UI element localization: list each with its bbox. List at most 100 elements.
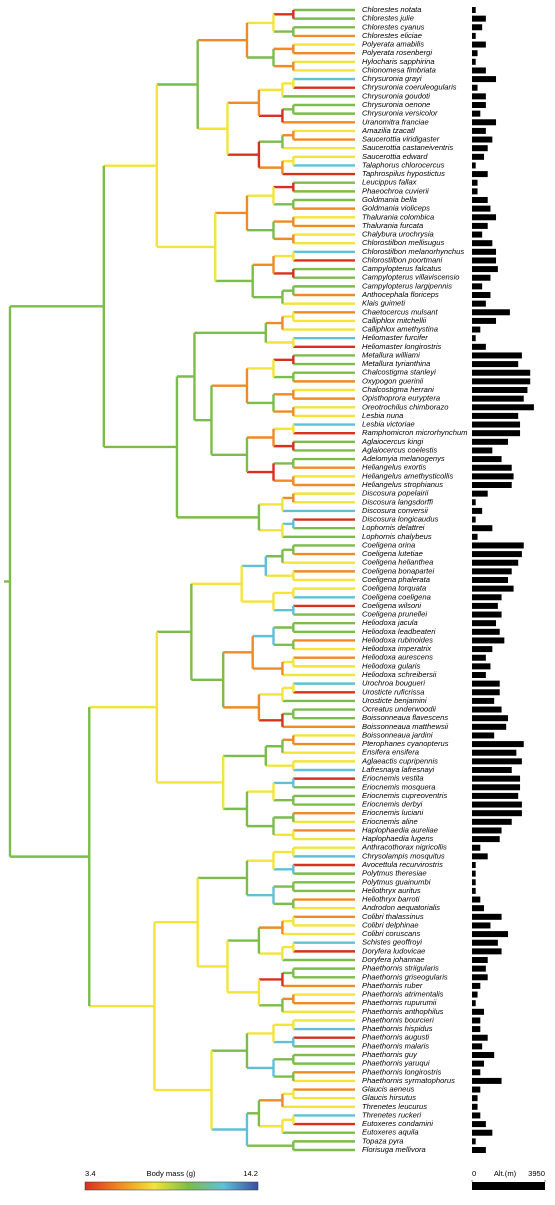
species-label: Eriocnemis cupreoventris [362,791,447,800]
species-label: Heliothryx auritus [362,886,421,895]
species-label: Boissonneaua flavescens [362,713,448,722]
altitude-bar [472,559,519,566]
species-label: Heliangelus strophianus [362,480,443,489]
altitude-bar [472,378,531,385]
altitude-bar [472,274,491,281]
altitude-bar [472,1138,476,1145]
species-label: Polyerata rosenbergi [362,48,432,57]
species-label: Heliangelus amethysticollis [362,471,453,480]
species-label: Oxypogon guerinii [362,376,424,385]
altitude-bar [472,551,522,558]
altitude-bar [472,507,483,514]
species-label: Campylopterus villaviscensio [362,273,460,282]
altitude-bar [472,749,517,756]
altitude-bar [472,162,476,169]
species-label: Saucerottia edward [362,152,428,161]
species-label: Polytmus guainumbi [362,877,431,886]
altitude-bar [472,887,476,894]
species-label: Chionomesa fimbriata [362,65,436,74]
species-label: Heliodoxa imperatrix [362,644,432,653]
species-label: Phaethornis striigularis [362,964,439,973]
altitude-bar [472,568,512,575]
altitude-bar [472,257,497,264]
species-label: Eriocnemis luciani [362,808,424,817]
species-label: Coeligena orina [362,540,415,549]
altitude-bar [472,611,502,618]
altitude-bar [472,369,531,376]
altitude-bar [472,516,476,523]
species-label: Heliomaster furcifer [362,333,428,342]
species-label: Phaethornis guy [362,1050,418,1059]
altitude-bar [472,525,493,532]
altitude-bar [472,93,486,100]
species-label: Eriocnemis aline [362,817,418,826]
species-label: Phaethornis hispidus [362,1024,433,1033]
species-label: Heliodoxa schreibersii [362,670,437,679]
altitude-bar [472,197,488,203]
altitude-bar [472,965,486,972]
altitude-bar [472,542,524,549]
altitude-bar [472,231,483,238]
species-label: Discosura longicaudus [362,515,439,524]
altitude-bar [472,689,500,696]
altitude-bar [472,810,522,817]
species-label: Phaethornis bourcieri [362,1015,434,1024]
altitude-bar [472,240,493,247]
species-label: Coeligena prunellei [362,610,427,619]
altitude-bar [472,490,488,497]
altitude-bar [472,283,483,290]
altitude-bar [472,188,478,195]
altitude-bar [472,792,519,799]
species-label: Phaethornis atrimentalis [362,990,444,999]
species-label: Colibri thalassinus [362,912,424,921]
altitude-bar [472,421,521,428]
altitude-bar [472,784,521,791]
species-label: Lesbia victoriae [362,420,415,429]
species-label: Eriocnemis mosquera [362,782,435,791]
species-label: Schistes geoffroyi [362,938,422,947]
species-label: Amazilia tzacatl [361,126,415,135]
altitude-bar [472,1043,483,1050]
species-label: Chlorestes notata [362,5,422,14]
species-label: Eriocnemis vestita [362,774,424,783]
altitude-bar [472,896,481,903]
species-label: Boissonneaua jardini [362,730,433,739]
altitude-bar [472,646,493,653]
altitude-bar [472,1026,481,1033]
altitude-bar [472,1000,476,1007]
species-label: Phaethornis yaruqui [362,1059,430,1068]
species-label: Campylopterus largipennis [362,281,452,290]
species-label: Hylocharis sapphirina [362,57,435,66]
x-tick-label: 0 [472,1169,476,1178]
species-label: Chrysuronia versicolor [362,109,438,118]
species-label: Lafresnaya lafresnayi [362,765,434,774]
altitude-bar [472,222,488,229]
altitude-bar [472,110,481,117]
altitude-bar [472,361,519,368]
altitude-bar [472,637,505,644]
altitude-bar [472,836,500,843]
species-label: Chlorestes eliciae [362,31,422,40]
altitude-bar [472,438,509,445]
species-label: Chlorestes cyanus [362,22,425,31]
altitude-bar [472,1095,478,1102]
altitude-bar [472,24,483,31]
species-label: Boissonneaua matthewsii [362,722,448,731]
species-label: Eutoxeres condamini [362,1119,433,1128]
species-label: Chlorestes julie [362,14,414,23]
altitude-bar [472,1112,481,1119]
species-label: Chlorostilbon melanorhynchus [362,247,464,256]
species-label: Saucerottia castaneiventris [362,143,453,152]
altitude-bar [472,171,488,178]
species-label: Discosura popelairii [362,489,429,498]
species-label: Lophornis delattrei [362,523,425,532]
altitude-bar [472,879,476,886]
species-label: Eriocnemis derbyi [362,800,423,809]
altitude-bar [472,594,502,601]
altitude-bar [472,7,476,13]
species-label: Klais guimeti [362,299,405,308]
altitude-bar [472,758,522,765]
species-label: Eutoxeres aquila [362,1128,419,1137]
altitude-bar [472,1103,478,1110]
